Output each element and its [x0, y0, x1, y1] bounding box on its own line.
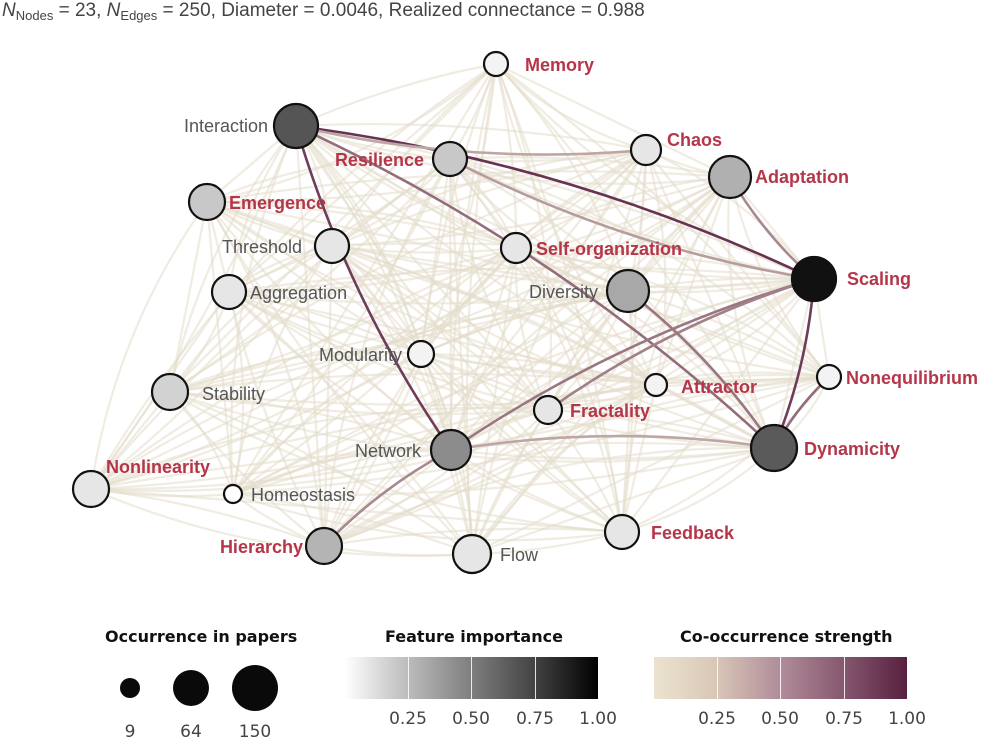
node-label-network: Network: [355, 441, 422, 461]
cooccurrence-tick: 0.50: [761, 709, 799, 729]
node-label-aggregation: Aggregation: [250, 283, 347, 303]
node-self-organization: [499, 231, 533, 265]
node-stability: [150, 372, 190, 412]
n-nodes-value: = 23,: [53, 0, 107, 21]
importance-tick: 1.00: [579, 709, 617, 729]
legend-occurrence-circles: [120, 665, 278, 711]
node-emergence: [187, 182, 227, 222]
n-edges-subscript: Edges: [120, 8, 158, 23]
node-diversity: [605, 268, 651, 314]
node-label-diversity: Diversity: [529, 282, 598, 302]
node-label-nonlinearity: Nonlinearity: [106, 457, 210, 477]
legend-circle-small: [120, 678, 140, 698]
node-dynamicity: [749, 423, 799, 473]
edge-scaling-network: [450, 277, 815, 452]
node-aggregation: [210, 273, 248, 311]
edge-diversity-dynamicity: [627, 289, 776, 449]
node-label-feedback: Feedback: [651, 523, 735, 543]
node-interaction: [272, 102, 320, 150]
node-flow: [451, 533, 493, 575]
legend-occurrence-title: Occurrence in papers: [105, 627, 298, 646]
node-label-adaptation: Adaptation: [755, 167, 849, 187]
node-label-fractality: Fractality: [570, 401, 650, 421]
node-nonequilibrium: [815, 363, 843, 391]
node-label-chaos: Chaos: [667, 130, 722, 150]
node-homeostasis: [222, 483, 244, 505]
node-label-homeostasis: Homeostasis: [251, 485, 355, 505]
node-scaling: [790, 255, 838, 303]
importance-tick: 0.50: [452, 709, 490, 729]
n-nodes-symbol: N: [2, 0, 16, 21]
edge-network-dynamicity: [450, 434, 775, 452]
legend-importance-title: Feature importance: [385, 627, 563, 646]
cooccurrence-tick: 0.75: [825, 709, 863, 729]
node-label-attractor: Attractor: [681, 377, 757, 397]
node-memory: [482, 50, 510, 78]
node-nonlinearity: [71, 469, 111, 509]
legend-occurrence-label: 9: [124, 722, 136, 742]
node-label-self-organization: Self-organization: [536, 239, 682, 259]
node-threshold: [313, 227, 351, 265]
node-attractor: [643, 372, 669, 398]
importance-tick: 0.25: [389, 709, 427, 729]
edge-interaction-network: [294, 125, 453, 451]
edge-interaction-scaling: [295, 124, 815, 281]
edge-interaction-dynamicity: [295, 124, 775, 449]
node-label-stability: Stability: [202, 384, 265, 404]
node-label-interaction: Interaction: [184, 116, 268, 136]
node-chaos: [629, 133, 663, 167]
network-stats-text: = 250, Diameter = 0.0046, Realized conne…: [157, 0, 645, 21]
legend-circle-medium: [173, 670, 209, 706]
node-adaptation: [707, 154, 753, 200]
importance-colorbar: [345, 657, 598, 699]
node-hierarchy: [304, 526, 344, 566]
node-fractality: [532, 394, 564, 426]
edge-resilience-scaling: [449, 157, 815, 281]
node-labels: Memory Interaction Resilience Chaos Adaptati…: [106, 55, 978, 565]
node-label-threshold: Threshold: [222, 237, 302, 257]
node-label-flow: Flow: [500, 545, 539, 565]
network-stats-header: NNodes = 23, NEdges = 250, Diameter = 0.…: [2, 0, 645, 23]
node-network: [429, 428, 473, 472]
legend-occurrence-label: 150: [238, 722, 272, 742]
cooccurrence-colorbar: [654, 657, 907, 699]
node-label-modularity: Modularity: [319, 345, 402, 365]
edge-scaling-fractality: [547, 277, 815, 412]
n-edges-symbol: N: [106, 0, 121, 21]
nodes: [71, 50, 843, 575]
node-modularity: [406, 339, 436, 369]
cooccurrence-tick: 1.00: [888, 709, 926, 729]
node-label-resilience: Resilience: [335, 150, 424, 170]
node-feedback: [603, 513, 641, 551]
network-graph: Memory Interaction Resilience Chaos Adaptati…: [71, 50, 978, 575]
node-resilience: [431, 140, 469, 178]
cooccurrence-tick: 0.25: [698, 709, 736, 729]
node-label-memory: Memory: [525, 55, 594, 75]
node-label-nonequilibrium: Nonequilibrium: [846, 368, 978, 388]
legend-circle-large: [232, 665, 278, 711]
n-nodes-subscript: Nodes: [15, 8, 54, 23]
edge-interaction-chaos: [295, 124, 647, 156]
legend-occurrence-label: 64: [180, 722, 202, 742]
legend-cooccurrence-title: Co-occurrence strength: [680, 627, 893, 646]
node-label-hierarchy: Hierarchy: [220, 537, 303, 557]
node-label-emergence: Emergence: [229, 193, 326, 213]
importance-tick: 0.75: [516, 709, 554, 729]
node-label-dynamicity: Dynamicity: [804, 439, 900, 459]
node-label-scaling: Scaling: [847, 269, 911, 289]
